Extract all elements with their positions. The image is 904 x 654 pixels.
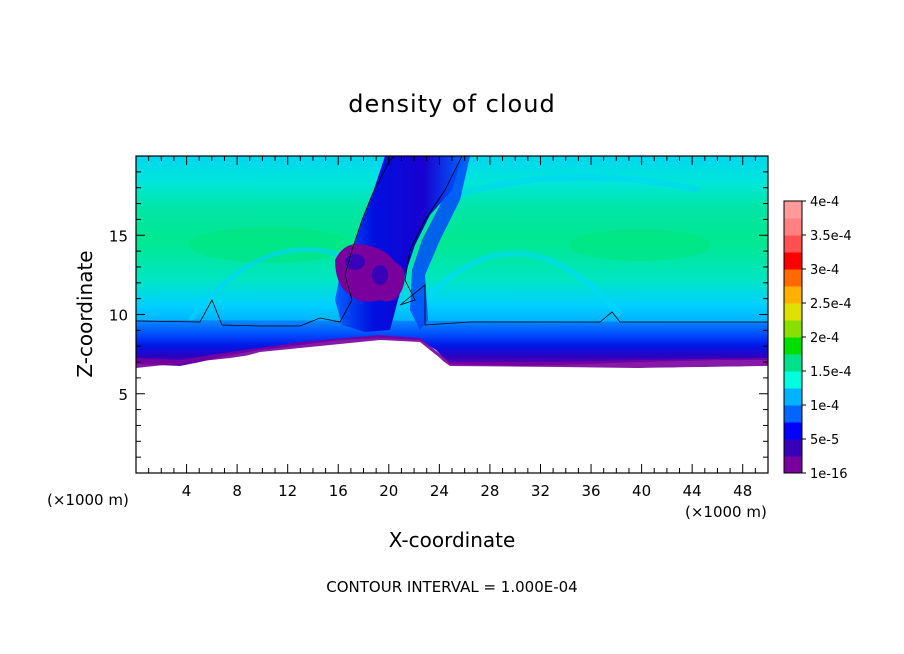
x-tick-label: 40 [632, 482, 651, 500]
lower-layer-region [136, 320, 768, 366]
colorbar-label: 1.5e-4 [810, 365, 852, 380]
chart-title: density of cloud [348, 90, 555, 118]
x-tick-label: 32 [531, 482, 550, 500]
colorbar-swatch [784, 303, 802, 321]
x-tick-label: 4 [182, 482, 192, 500]
cloud-free-region [136, 340, 768, 473]
colorbar-label: 1e-4 [810, 399, 839, 414]
y-tick-label: 15 [109, 227, 128, 245]
x-tick-label: 44 [683, 482, 702, 500]
purple-core-small [345, 254, 365, 270]
x-unit-label: (×1000 m) [685, 503, 767, 521]
purple-core-small-2 [372, 265, 388, 285]
x-tick-label: 48 [733, 482, 752, 500]
x-tick-label: 28 [480, 482, 499, 500]
colorbar-swatch [784, 456, 802, 474]
arc-upper [439, 174, 701, 203]
colorbar-label: 2e-4 [810, 331, 839, 346]
x-tick-label: 12 [278, 482, 297, 500]
colorbar-label: 3e-4 [810, 263, 839, 278]
lower-purple-edge [136, 335, 768, 368]
colorbar: 1e-16 5e-5 1e-4 1.5e-4 2e-4 2.5e-4 3e-4 3.5e-4 4… [783, 195, 852, 482]
z-unit-label: (×1000 m) [47, 491, 129, 509]
arc-left [188, 247, 341, 322]
core-patch-right [570, 229, 710, 261]
colorbar-swatch [784, 286, 802, 304]
x-tick-label: 24 [430, 482, 449, 500]
y-axis: 5 10 15 [109, 171, 768, 458]
colorbar-swatch [784, 422, 802, 440]
colorbar-swatch [784, 439, 802, 457]
colorbar-swatch [784, 201, 802, 219]
colorbar-label: 4e-4 [810, 195, 839, 210]
x-tick-label: 36 [581, 482, 600, 500]
y-tick-label: 5 [118, 386, 128, 404]
colorbar-label: 2.5e-4 [810, 297, 852, 312]
y-tick-label: 10 [109, 307, 128, 325]
contour-line [136, 156, 768, 327]
arc-right [422, 250, 623, 317]
colorbar-label: 3.5e-4 [810, 229, 852, 244]
x-tick-label: 8 [232, 482, 242, 500]
x-axis: 4 8 12 16 20 24 28 32 36 40 44 48 [148, 156, 756, 500]
colorbar-swatch [784, 252, 802, 270]
x-tick-label: 16 [329, 482, 348, 500]
contour-interval-note: CONTOUR INTERVAL = 1.000E-04 [326, 578, 577, 596]
colorbar-swatch [784, 388, 802, 406]
colorbar-label: 5e-5 [810, 433, 839, 448]
core-patch-left [190, 227, 350, 263]
x-axis-title: X-coordinate [389, 528, 516, 552]
plot-area [136, 156, 768, 473]
colorbar-swatch [784, 337, 802, 355]
colorbar-swatch [784, 218, 802, 236]
y-axis-title: Z-coordinate [73, 250, 97, 377]
colorbar-swatch [784, 371, 802, 389]
colorbar-swatch [784, 354, 802, 372]
colorbar-swatch [784, 269, 802, 287]
colorbar-swatch [784, 235, 802, 253]
colorbar-label: 1e-16 [810, 467, 848, 482]
colorbar-swatch [784, 320, 802, 338]
x-tick-label: 20 [379, 482, 398, 500]
colorbar-swatch [784, 405, 802, 423]
